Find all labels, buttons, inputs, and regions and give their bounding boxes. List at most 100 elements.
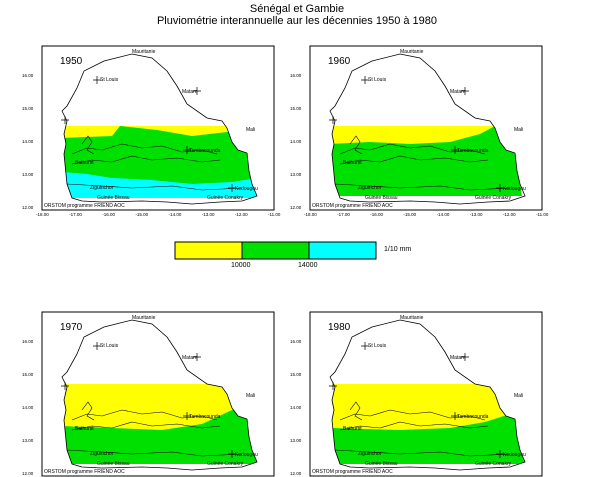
- rainfall-zones: [62, 384, 257, 464]
- gambia-border-north: [339, 143, 486, 155]
- country-border: [61, 53, 258, 205]
- map-frame: [309, 311, 543, 477]
- panel-year-1980: 1980: [328, 322, 351, 333]
- y-tick-3: 13.00: [290, 438, 302, 443]
- casamance-border: [334, 183, 511, 191]
- x-tick-2: -16.00: [102, 212, 115, 217]
- country-border: [61, 319, 258, 471]
- legend-swatch-high: [308, 241, 377, 260]
- legend-tick-14000: 14000: [298, 262, 318, 269]
- map-frame: [309, 45, 543, 211]
- label-mali: Mali: [514, 127, 523, 133]
- y-tick-3: 13.00: [290, 172, 302, 177]
- x-tick-1: -17.00: [337, 212, 350, 217]
- map-title: Sénégal et Gambie: [249, 3, 345, 15]
- x-tick-6: -12.00: [235, 212, 248, 217]
- map-panel-1950: Mauritanie St Louis Matam Mali Bathurst Tamba…: [22, 45, 281, 217]
- label-mauritanie: Mauritanie: [132, 315, 156, 321]
- map-panel-1980: Mauritanie St Louis Matam Mali Bathurst Tamba…: [290, 311, 543, 477]
- city-marker-st-louis: [93, 342, 101, 350]
- y-tick-3: 13.00: [22, 438, 34, 443]
- x-tick-6: -12.00: [503, 212, 516, 217]
- legend: [174, 241, 377, 260]
- label-tambacounda: Tambacounda: [189, 148, 221, 154]
- y-tick-2: 14.00: [290, 405, 302, 410]
- x-tick-3: -15.00: [403, 212, 416, 217]
- gambia-border-south: [339, 155, 489, 165]
- legend-swatch-mid: [241, 241, 310, 260]
- label-guinee-conakry: Guinée Conakry: [475, 195, 512, 201]
- label-mali: Mali: [246, 393, 255, 399]
- x-tick-0: -18.00: [36, 212, 49, 217]
- y-tick-0: 16.00: [22, 339, 34, 344]
- legend-unit: 1/10 mm: [384, 246, 412, 253]
- label-matam: Matam: [450, 89, 465, 95]
- x-tick-3: -15.00: [135, 212, 148, 217]
- rainfall-zone-1: [330, 126, 522, 196]
- label-guinee-conakry: Guinée Conakry: [207, 461, 244, 467]
- rainfall-zones: [330, 126, 522, 196]
- sine-saloum: [349, 135, 363, 155]
- casamance-border: [66, 449, 243, 457]
- casamance-border: [66, 183, 243, 191]
- country-border: [329, 319, 526, 471]
- label-bathurst: Bathurst: [343, 426, 362, 432]
- label-kedougou: Kedougou: [503, 452, 526, 458]
- map-frame: [41, 45, 275, 211]
- label-mauritanie: Mauritanie: [132, 49, 156, 55]
- sine-saloum: [81, 135, 95, 155]
- city-marker-st-louis: [93, 76, 101, 84]
- label-kedougou: Kedougou: [235, 186, 258, 192]
- city-marker-matam: [193, 87, 201, 95]
- gambia-border-south: [71, 155, 221, 165]
- label-tambacounda: Tambacounda: [457, 148, 489, 154]
- city-marker-tambacounda: [183, 146, 191, 154]
- y-tick-2: 14.00: [290, 139, 302, 144]
- city-marker-st-louis: [361, 76, 369, 84]
- x-tick-0: -18.00: [304, 212, 317, 217]
- x-tick-7: -11.00: [536, 212, 549, 217]
- city-marker-kedougou: [496, 184, 504, 192]
- city-marker-dakar: [61, 382, 69, 390]
- label-st-louis: St Louis: [100, 343, 119, 349]
- x-tick-4: -14.00: [437, 212, 450, 217]
- casamance-border: [334, 449, 511, 457]
- legend-swatch-low: [174, 241, 243, 260]
- city-marker-matam: [461, 87, 469, 95]
- label-mali: Mali: [514, 393, 523, 399]
- y-tick-1: 15.00: [290, 372, 302, 377]
- label-credit: ORSTOM programme FRIEND AOC: [312, 203, 393, 209]
- sine-saloum: [81, 401, 95, 421]
- panel-year-1970: 1970: [60, 322, 83, 333]
- label-st-louis: St Louis: [368, 77, 387, 83]
- label-bathurst: Bathurst: [343, 160, 362, 166]
- y-tick-4: 12.00: [290, 471, 302, 476]
- y-tick-3: 13.00: [22, 172, 34, 177]
- x-tick-2: -16.00: [370, 212, 383, 217]
- y-tick-1: 15.00: [290, 106, 302, 111]
- y-tick-4: 12.00: [22, 471, 34, 476]
- city-marker-matam: [193, 353, 201, 361]
- gambia-border-south: [71, 421, 221, 431]
- map-frame: [41, 311, 275, 477]
- rainfall-zone-2: [62, 172, 257, 198]
- x-tick-7: -11.00: [268, 212, 281, 217]
- panel-year-1960: 1960: [328, 56, 351, 67]
- city-marker-dakar: [329, 116, 337, 124]
- city-marker-tambacounda: [451, 146, 459, 154]
- city-marker-kedougou: [228, 184, 236, 192]
- label-bathurst: Bathurst: [75, 160, 94, 166]
- y-tick-1: 15.00: [22, 106, 34, 111]
- label-st-louis: St Louis: [100, 77, 119, 83]
- x-tick-5: -13.00: [202, 212, 215, 217]
- y-tick-2: 14.00: [22, 139, 34, 144]
- panel-year-1950: 1950: [60, 56, 83, 67]
- city-marker-tambacounda: [451, 412, 459, 420]
- label-bathurst: Bathurst: [75, 426, 94, 432]
- map-panel-1960: Mauritanie St Louis Matam Mali Bathurst Tamba…: [290, 45, 549, 217]
- city-marker-matam: [461, 353, 469, 361]
- label-kedougou: Kedougou: [503, 186, 526, 192]
- y-tick-0: 16.00: [290, 73, 302, 78]
- label-guinee-bissau: Guinée Bissau: [365, 461, 398, 467]
- label-tambacounda: Tambacounda: [457, 414, 489, 420]
